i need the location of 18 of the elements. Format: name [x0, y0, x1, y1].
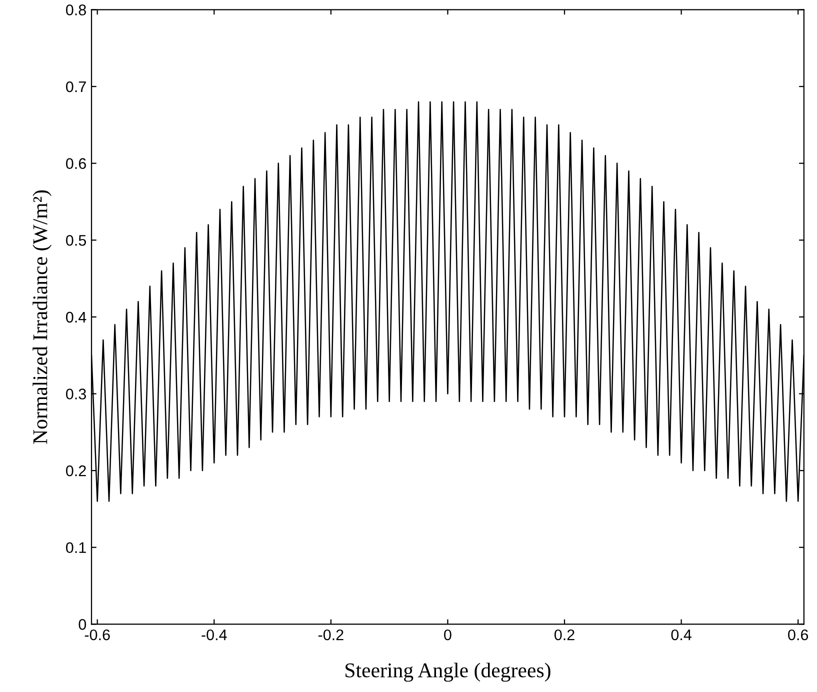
x-axis-title: Steering Angle (degrees)	[346, 662, 550, 682]
x-tick-label: -0.2	[318, 629, 344, 640]
x-tick-label: 0.6	[788, 629, 808, 640]
y-tick-label: 0	[78, 619, 86, 630]
y-tick-label: 0.1	[66, 542, 86, 554]
x-tick-label: -0.4	[202, 629, 227, 640]
y-tick-label: 0.5	[66, 234, 86, 246]
x-tick-label: 0.2	[554, 629, 574, 640]
y-tick-label: 0.8	[66, 4, 86, 16]
x-tick-label: 0	[444, 629, 452, 640]
y-tick-label: 0.7	[66, 81, 86, 92]
x-tick-label: -0.6	[84, 629, 110, 640]
y-tick-label: 0.2	[66, 465, 86, 476]
x-tick-label: 0.4	[671, 629, 692, 640]
y-tick-label: 0.3	[66, 388, 86, 400]
y-tick-label: 0.6	[66, 158, 86, 169]
y-axis-title: Normalized Irradiance (W/m²)	[32, 190, 52, 444]
y-tick-label: 0.4	[66, 312, 86, 323]
